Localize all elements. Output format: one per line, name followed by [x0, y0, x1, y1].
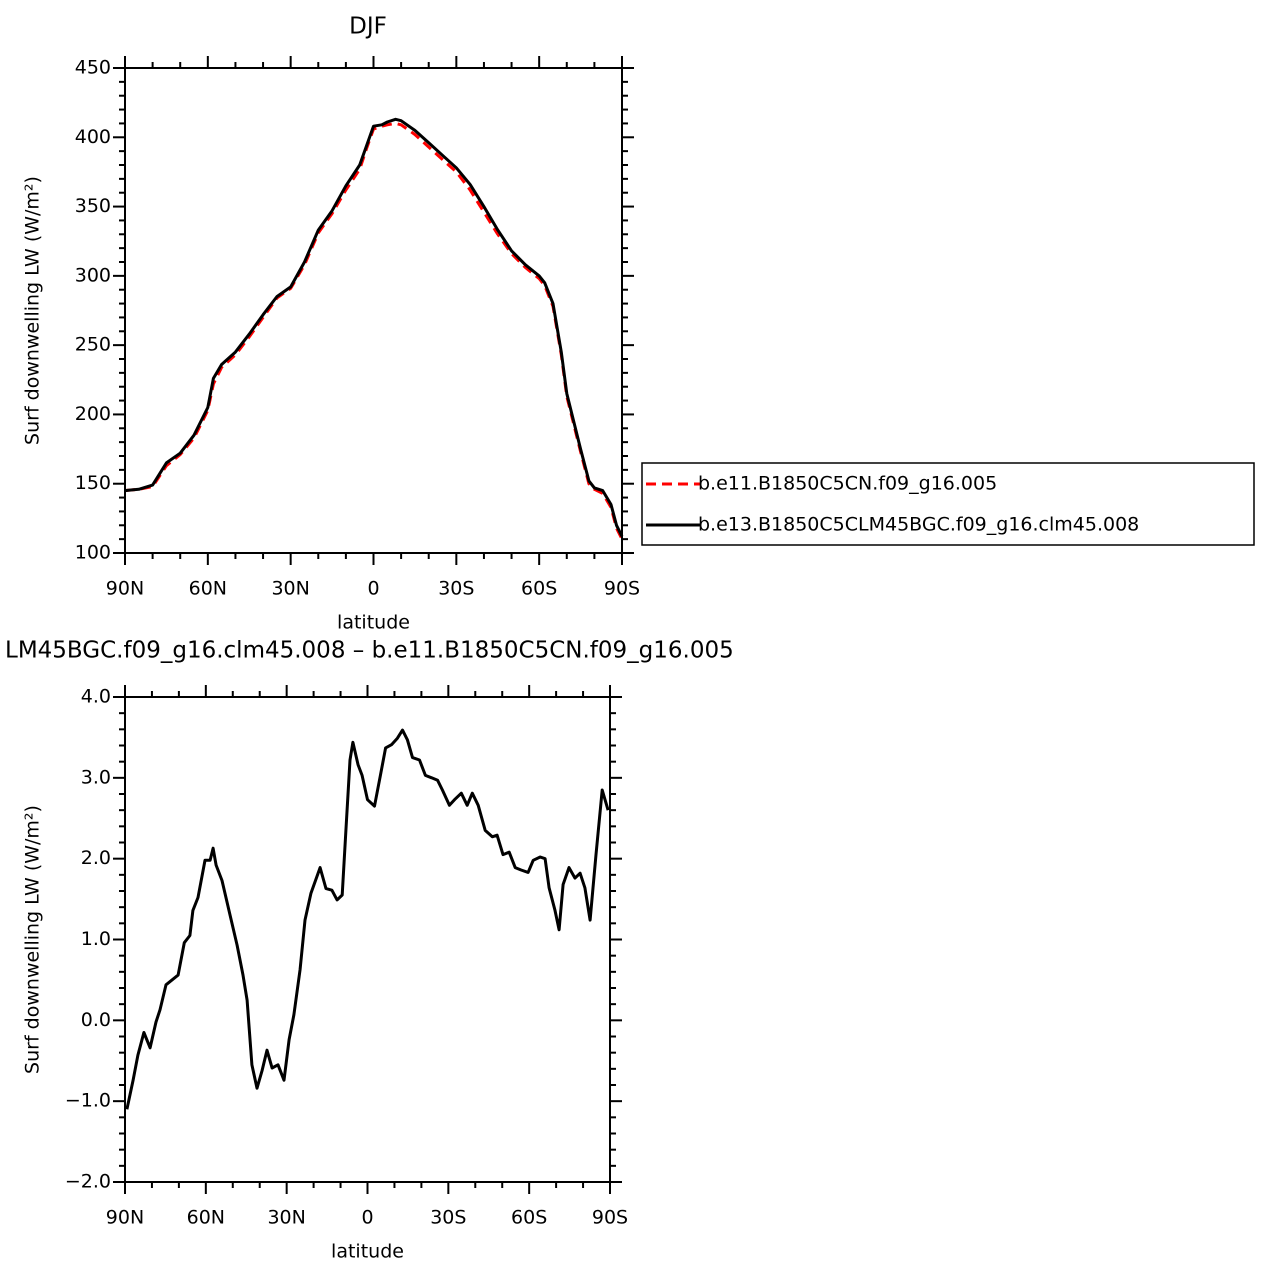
y-axis-label: Surf downwelling LW (W/m²): [22, 176, 44, 445]
plot-frame: [124, 696, 611, 1183]
x-tick-label: 0: [367, 578, 379, 600]
y-tick-label: 350: [75, 195, 111, 217]
y-tick-label: 450: [75, 57, 111, 79]
y-tick-label: 400: [75, 126, 111, 148]
y-tick-label: 250: [75, 334, 111, 356]
x-tick-label: 60N: [189, 578, 227, 600]
x-tick-label: 60N: [187, 1207, 225, 1229]
x-axis-label: latitude: [331, 1241, 404, 1263]
y-tick-label: 4.0: [81, 686, 111, 708]
y-tick-label: 2.0: [81, 847, 111, 869]
x-tick-label: 90N: [106, 578, 144, 600]
y-tick-label: 200: [75, 403, 111, 425]
y-tick-label: 0.0: [81, 1009, 111, 1031]
y-tick-label: −2.0: [65, 1171, 111, 1193]
data-line: [124, 117, 624, 538]
legend-box: [641, 462, 1255, 546]
plot-frame: [124, 67, 623, 554]
x-tick-label: 60S: [521, 578, 557, 600]
x-tick-label: 60S: [511, 1207, 547, 1229]
x-axis-label: latitude: [337, 612, 410, 634]
x-tick-label: 0: [361, 1207, 373, 1229]
legend-label: b.e13.B1850C5CLM45BGC.f09_g16.clm45.008: [698, 514, 1139, 536]
y-tick-label: 1.0: [81, 928, 111, 950]
data-line: [124, 121, 624, 540]
y-tick-label: −1.0: [65, 1090, 111, 1112]
chart-title: LM45BGC.f09_g16.clm45.008 – b.e11.B1850C…: [5, 638, 734, 664]
x-tick-label: 90S: [604, 578, 640, 600]
y-tick-label: 3.0: [81, 766, 111, 788]
x-tick-label: 30N: [267, 1207, 305, 1229]
data-line: [125, 728, 610, 1110]
y-tick-label: 150: [75, 472, 111, 494]
x-tick-label: 90S: [592, 1207, 628, 1229]
y-tick-label: 300: [75, 264, 111, 286]
x-tick-label: 30S: [438, 578, 474, 600]
y-axis-label: Surf downwelling LW (W/m²): [22, 805, 44, 1074]
x-tick-label: 90N: [106, 1207, 144, 1229]
legend-label: b.e11.B1850C5CN.f09_g16.005: [698, 473, 997, 495]
chart-title: DJF: [349, 14, 387, 40]
x-tick-label: 30S: [430, 1207, 466, 1229]
y-tick-label: 100: [75, 542, 111, 564]
x-tick-label: 30N: [271, 578, 309, 600]
